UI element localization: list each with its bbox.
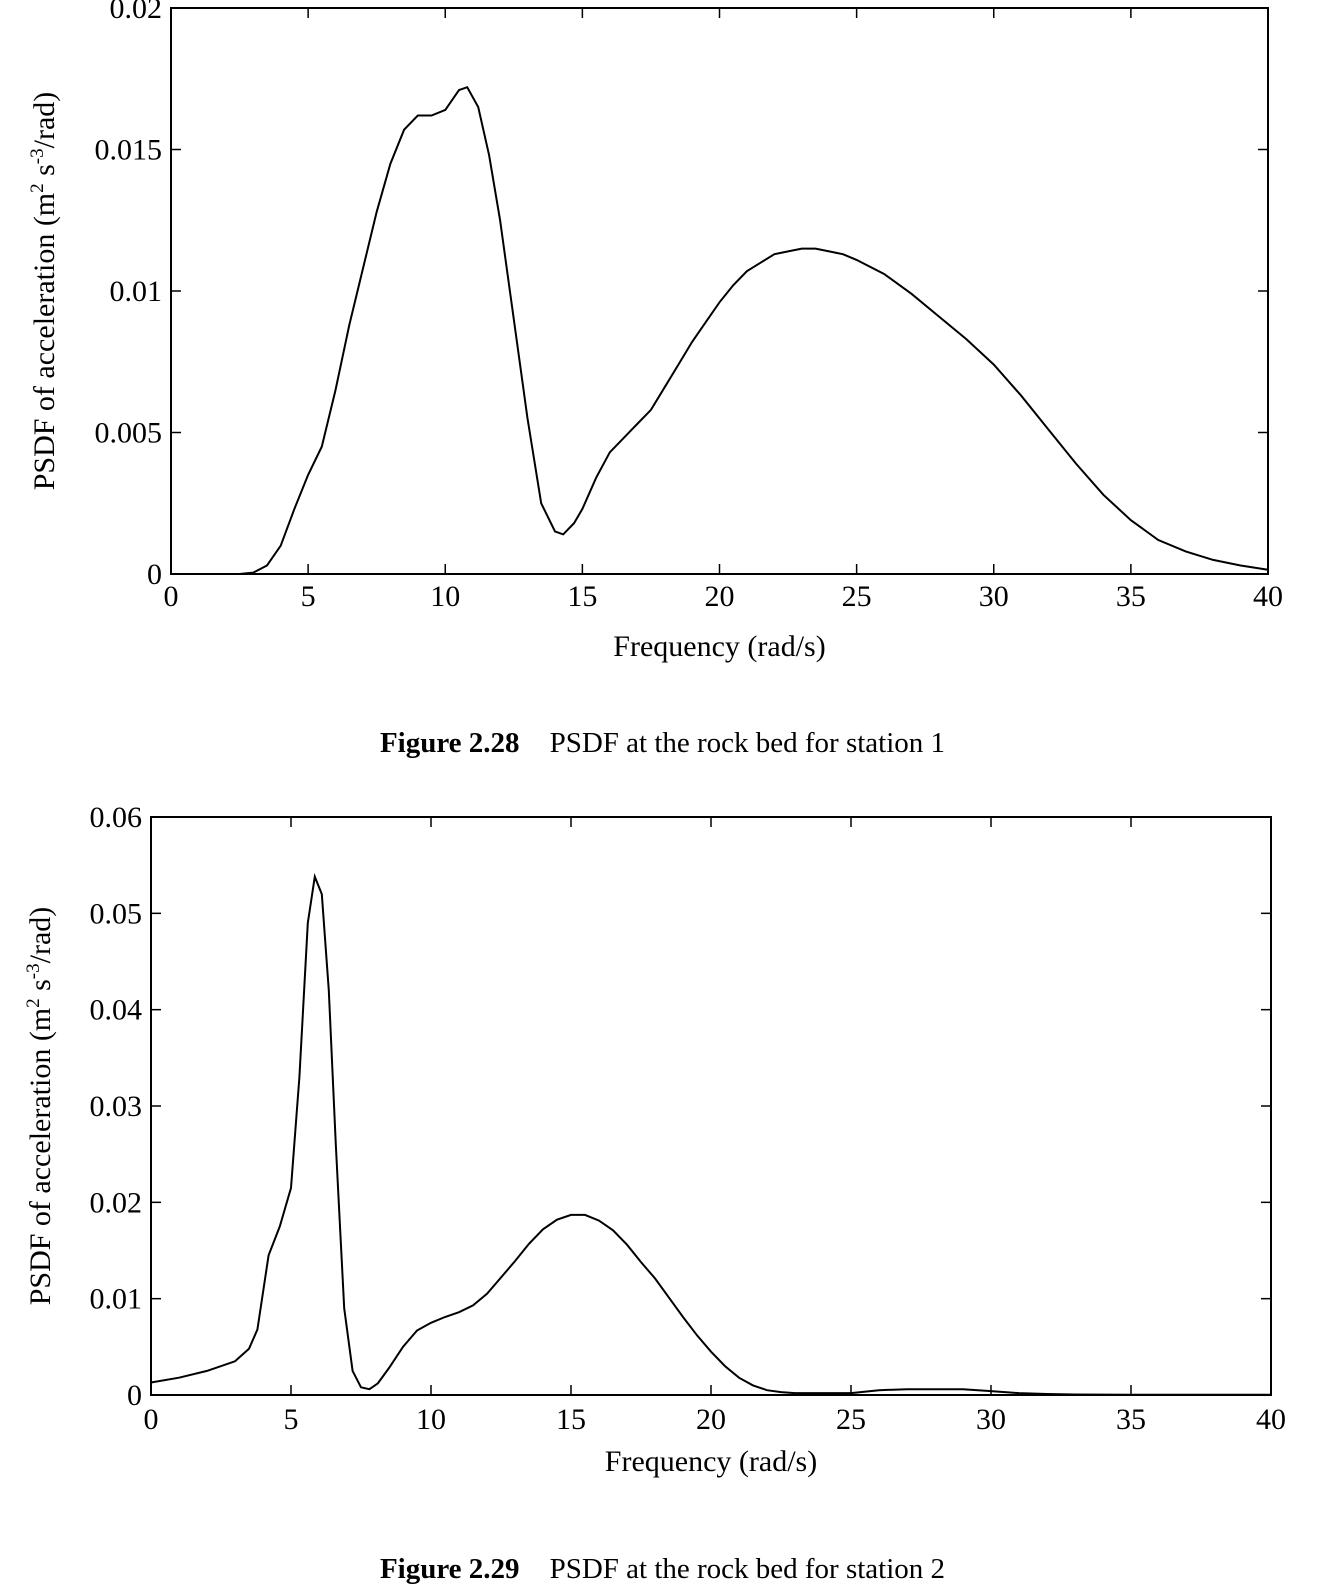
x-axis-label: Frequency (rad/s) [613, 630, 825, 663]
x-tick-label: 0 [144, 1403, 159, 1436]
x-tick-label: 10 [416, 1403, 446, 1436]
y-axis-label-superscript: -3 [23, 963, 44, 979]
x-tick-label: 10 [430, 580, 460, 613]
x-tick-label: 20 [696, 1403, 726, 1436]
x-tick-label: 25 [836, 1403, 866, 1436]
y-tick-label: 0.02 [110, 0, 163, 25]
x-tick-label: 40 [1253, 580, 1283, 613]
figure-number: Figure 2.28 [379, 727, 520, 759]
y-axis-label-part: /rad) [24, 907, 57, 964]
x-tick-label: 15 [556, 1403, 586, 1436]
x-tick-label: 25 [842, 580, 872, 613]
x-axis-label: Frequency (rad/s) [605, 1445, 817, 1478]
figure-caption: Figure 2.29 PSDF at the rock bed for stat… [0, 1553, 1325, 1586]
y-tick-label: 0.01 [110, 275, 163, 308]
y-tick-label: 0.01 [90, 1283, 143, 1316]
y-tick-label: 0.06 [90, 801, 143, 834]
y-axis-label-part: s [28, 164, 61, 183]
x-tick-label: 0 [164, 580, 179, 613]
y-axis-label-part: /rad) [28, 92, 61, 149]
x-tick-label: 20 [705, 580, 735, 613]
x-tick-label: 30 [979, 580, 1009, 613]
x-tick-label: 35 [1116, 1403, 1146, 1436]
y-axis-label: PSDF of acceleration (m2 s-3/rad) [27, 92, 61, 491]
figure-number: Figure 2.29 [379, 1553, 520, 1585]
y-tick-label: 0.005 [95, 417, 163, 450]
figure-caption: Figure 2.28 PSDF at the rock bed for stat… [0, 727, 1325, 760]
series-line-station-2 [150, 872, 1271, 1396]
series-line-station-1 [171, 85, 1269, 575]
x-tick-label: 15 [567, 580, 597, 613]
y-tick-label: 0.03 [90, 1090, 143, 1123]
y-axis-label-superscript: 2 [27, 183, 48, 193]
x-tick-label: 35 [1116, 580, 1146, 613]
x-tick-label: 30 [976, 1403, 1006, 1436]
y-tick-label: 0.015 [95, 134, 163, 167]
figure-caption-text: PSDF at the rock bed for station 1 [549, 727, 946, 759]
x-tick-label: 5 [284, 1403, 299, 1436]
x-tick-label: 40 [1256, 1403, 1286, 1436]
y-tick-label: 0.05 [90, 897, 143, 930]
y-tick-label: 0.04 [90, 994, 143, 1027]
plot-frame [170, 7, 1269, 575]
y-axis-label: PSDF of acceleration (m2 s-3/rad) [23, 907, 57, 1306]
figure-caption-text: PSDF at the rock bed for station 2 [549, 1553, 946, 1585]
plot-frame [150, 816, 1272, 1396]
y-tick-label: 0.02 [90, 1186, 143, 1219]
y-tick-label: 0 [147, 558, 162, 591]
y-axis-label-superscript: -3 [27, 148, 48, 164]
y-tick-label: 0 [127, 1379, 142, 1412]
y-axis-label-part: PSDF of acceleration (m [28, 193, 61, 490]
y-axis-label-part: PSDF of acceleration (m [24, 1008, 57, 1305]
y-axis-label-part: s [24, 979, 57, 998]
x-tick-label: 5 [301, 580, 316, 613]
y-axis-label-superscript: 2 [23, 998, 44, 1008]
chart-station-1: 0 5 10 15 20 25 30 35 40 0 0.005 0.01 0.015 0.02 Freq… [27, 0, 1283, 663]
